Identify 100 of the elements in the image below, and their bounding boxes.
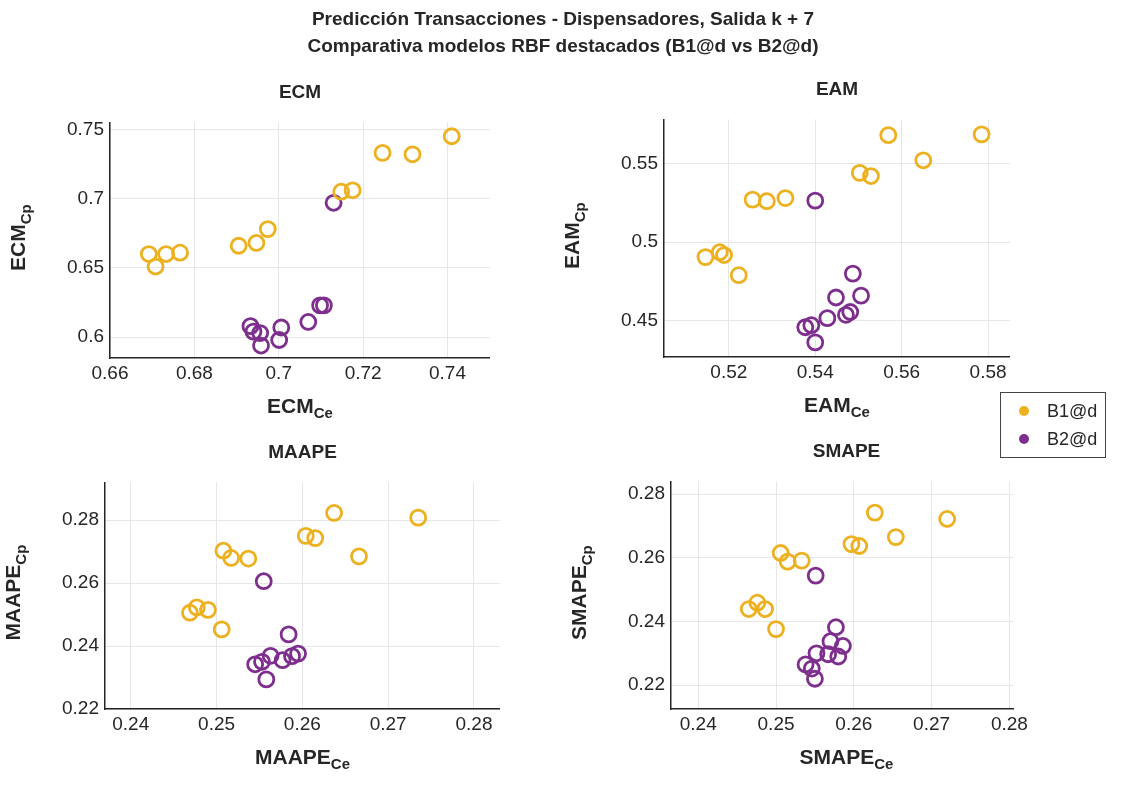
point [246, 655, 265, 674]
x-tick-label: 0.26 [283, 712, 321, 734]
chart-title: EAM [814, 78, 860, 100]
point [767, 620, 785, 638]
y-tick-label: 0.45 [621, 309, 658, 331]
point [862, 167, 880, 185]
legend-label: B2@d [1047, 428, 1098, 450]
x-tick-label: 0.66 [91, 361, 129, 383]
point [181, 603, 199, 622]
point [247, 234, 266, 252]
x-tick-label: 0.27 [913, 712, 951, 734]
y-tick-label: 0.26 [62, 571, 99, 593]
x-tick-label: 0.52 [710, 360, 748, 382]
point [296, 527, 315, 545]
point [821, 632, 840, 651]
x-tick-label: 0.28 [990, 712, 1028, 734]
point [807, 644, 826, 663]
point [865, 503, 884, 522]
point [273, 651, 292, 670]
point [251, 324, 270, 342]
point [739, 600, 758, 618]
point [914, 151, 933, 170]
chart-title: ECM [277, 81, 323, 103]
point [806, 191, 825, 210]
point [325, 504, 343, 522]
point [289, 644, 307, 663]
point [818, 309, 837, 328]
x-tick-label: 0.24 [112, 712, 150, 734]
y-tick-label: 0.6 [77, 325, 104, 347]
point [841, 303, 860, 321]
point [696, 248, 715, 266]
chart-title: MAAPE [267, 441, 338, 463]
y-tick-label: 0.28 [62, 508, 99, 530]
x-tick-label: 0.25 [198, 712, 236, 734]
point [710, 243, 729, 262]
x-tick-label: 0.28 [455, 712, 493, 734]
x-axis-title: MAAPE$_{Ce}$ [254, 745, 351, 773]
point [850, 537, 869, 555]
point [802, 659, 821, 678]
point [819, 645, 838, 664]
point [796, 318, 815, 337]
point [806, 566, 825, 585]
x-tick-label: 0.7 [265, 361, 292, 383]
point [253, 652, 271, 671]
x-tick-label: 0.58 [969, 360, 1007, 382]
x-axis-title: SMAPE$_{Ce}$ [798, 745, 895, 773]
point [409, 508, 428, 527]
point [283, 647, 301, 666]
point [261, 646, 280, 665]
point [258, 220, 277, 239]
x-axis-title: EAM$_{Ce}$ [803, 393, 871, 421]
point [306, 529, 325, 548]
y-tick-label: 0.26 [628, 546, 665, 568]
point [938, 510, 957, 528]
point [254, 572, 273, 591]
x-tick-label: 0.72 [344, 361, 382, 383]
point [886, 528, 905, 547]
point [879, 126, 898, 145]
y-tick-label: 0.75 [67, 117, 104, 139]
point [299, 313, 318, 331]
point [843, 264, 862, 283]
point [270, 331, 289, 349]
point [802, 316, 821, 335]
point [403, 145, 422, 164]
point [827, 288, 845, 307]
point [837, 305, 855, 324]
point [756, 600, 775, 618]
y-tick-label: 0.24 [628, 609, 666, 631]
point [214, 541, 233, 560]
point [850, 164, 869, 182]
y-tick-label: 0.22 [628, 673, 665, 695]
point [827, 618, 845, 637]
y-tick-label: 0.55 [621, 151, 658, 173]
point [829, 647, 848, 666]
point [806, 333, 825, 352]
point [199, 600, 217, 619]
point [139, 245, 158, 263]
point [776, 189, 795, 207]
x-tick-label: 0.27 [369, 712, 407, 734]
point [842, 535, 861, 554]
x-tick-label: 0.24 [679, 712, 718, 734]
x-tick-label: 0.68 [175, 361, 213, 383]
point [171, 243, 189, 262]
point [757, 192, 776, 211]
point [229, 236, 248, 255]
point [715, 246, 733, 264]
x-axis-title: ECM$_{Ce}$ [266, 394, 334, 422]
point [222, 549, 241, 567]
point [834, 637, 852, 655]
point [311, 296, 329, 315]
point [272, 318, 291, 337]
point [315, 296, 333, 315]
point [442, 127, 461, 146]
point [257, 670, 276, 689]
y-tick-label: 0.65 [67, 256, 104, 278]
point [852, 286, 870, 305]
x-tick-label: 0.26 [835, 712, 873, 734]
x-tick-label: 0.54 [796, 360, 835, 382]
point [239, 549, 258, 568]
point [373, 143, 392, 162]
